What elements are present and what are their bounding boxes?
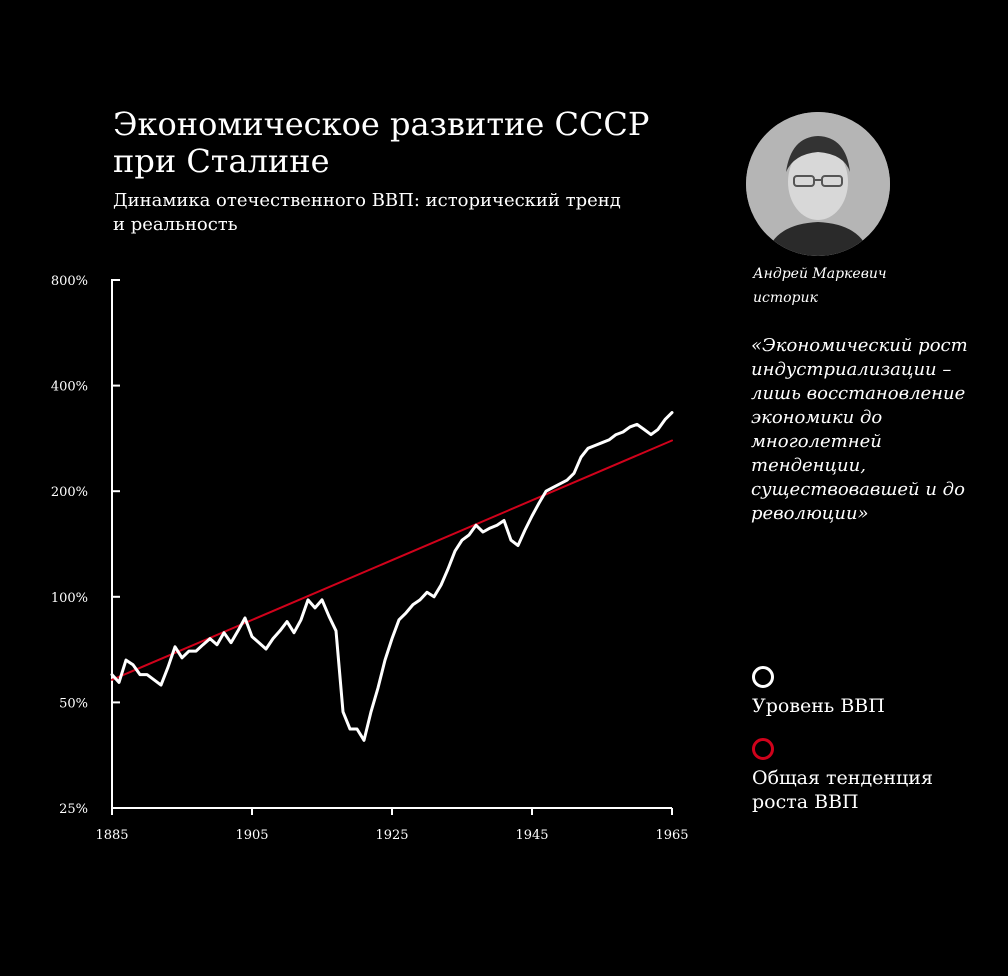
author-avatar xyxy=(746,112,890,256)
author-name: Андрей Маркевич xyxy=(753,266,887,282)
legend-item-gdp: Уровень ВВП xyxy=(752,666,992,718)
y-tick-label: 800% xyxy=(51,274,88,289)
author-role: историк xyxy=(753,290,818,306)
legend-item-trend: Общая тенденция роста ВВП xyxy=(752,738,992,814)
y-tick-label: 50% xyxy=(59,696,88,711)
series-gdp-line xyxy=(110,411,674,742)
x-tick-label: 1925 xyxy=(375,828,408,843)
x-tick-label: 1965 xyxy=(655,828,688,843)
y-tick-label: 400% xyxy=(51,380,88,395)
page-subtitle: Динамика отечественного ВВП: исторически… xyxy=(113,190,621,235)
page-title: Экономическое развитие СССР при Сталине xyxy=(113,105,650,180)
y-tick-label: 100% xyxy=(51,591,88,606)
x-tick-label: 1905 xyxy=(235,828,268,843)
author-quote: «Экономический рост индустриализации – л… xyxy=(751,335,968,524)
author-portrait-icon xyxy=(746,112,890,256)
legend-trend-label: Общая тенденция роста ВВП xyxy=(752,767,933,813)
legend-trend-marker-icon xyxy=(752,738,774,760)
chart-series xyxy=(110,411,674,742)
legend-gdp-label: Уровень ВВП xyxy=(752,695,885,717)
series-trend-line xyxy=(111,439,673,681)
chart-axes: 25% 50% 100% 200% 400% 800% 1885 1905 1925 1945 19… xyxy=(51,274,689,843)
y-tick-label: 200% xyxy=(51,485,88,500)
y-tick-label: 25% xyxy=(59,802,88,817)
x-tick-label: 1885 xyxy=(95,828,128,843)
legend-gdp-marker-icon xyxy=(752,666,774,688)
x-tick-label: 1945 xyxy=(515,828,548,843)
